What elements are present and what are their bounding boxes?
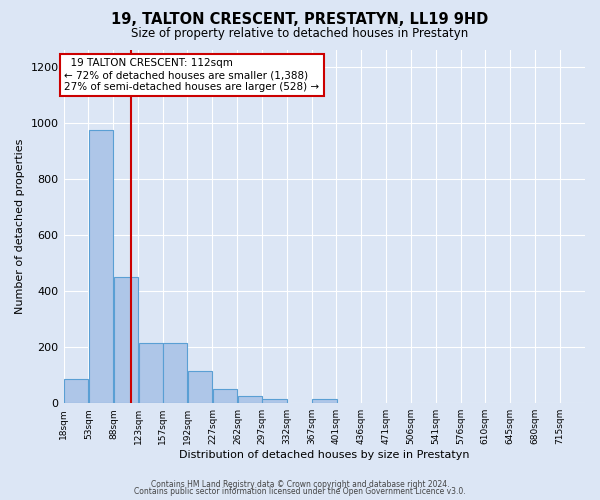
Bar	[188, 371, 212, 403]
Text: Contains HM Land Registry data © Crown copyright and database right 2024.: Contains HM Land Registry data © Crown c…	[151, 480, 449, 489]
Text: Size of property relative to detached houses in Prestatyn: Size of property relative to detached ho…	[131, 28, 469, 40]
Y-axis label: Number of detached properties: Number of detached properties	[15, 139, 25, 314]
Bar	[163, 343, 187, 403]
Bar	[139, 343, 163, 403]
Text: 19, TALTON CRESCENT, PRESTATYN, LL19 9HD: 19, TALTON CRESCENT, PRESTATYN, LL19 9HD	[112, 12, 488, 28]
X-axis label: Distribution of detached houses by size in Prestatyn: Distribution of detached houses by size …	[179, 450, 470, 460]
Bar	[212, 389, 237, 403]
Text: 19 TALTON CRESCENT: 112sqm  
← 72% of detached houses are smaller (1,388)
27% of: 19 TALTON CRESCENT: 112sqm ← 72% of deta…	[64, 58, 319, 92]
Bar	[313, 399, 337, 403]
Text: Contains public sector information licensed under the Open Government Licence v3: Contains public sector information licen…	[134, 487, 466, 496]
Bar	[64, 380, 88, 403]
Bar	[262, 399, 287, 403]
Bar	[89, 130, 113, 403]
Bar	[238, 396, 262, 403]
Bar	[113, 277, 138, 403]
